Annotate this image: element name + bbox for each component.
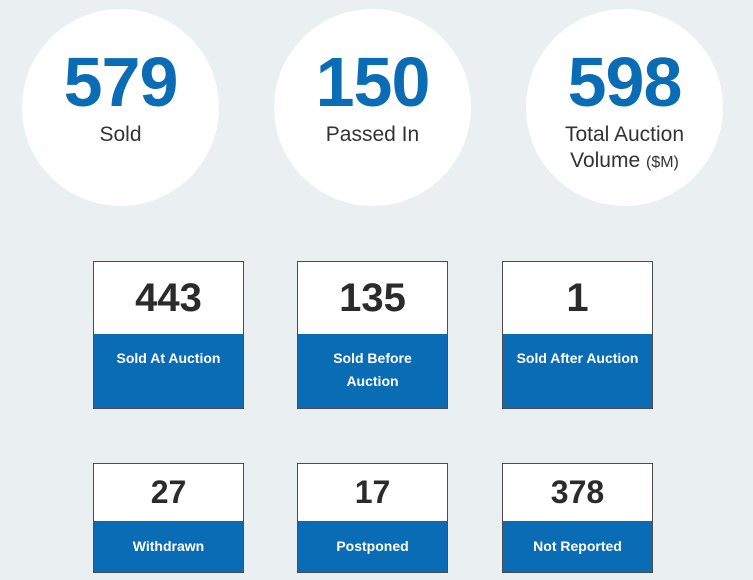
auction-volume-label-line1: Total Auction: [564, 123, 685, 146]
auction-volume-unit: ($M): [646, 154, 679, 171]
passed-in-count: 150: [315, 43, 431, 121]
auction-volume-summary-circle: 598 Total Auction Volume ($M): [526, 9, 723, 206]
sold-count: 579: [63, 43, 179, 121]
sold-before-auction-label: Sold Before Auction: [298, 334, 447, 408]
passed-in-summary-circle: 150 Passed In: [274, 9, 471, 206]
postponed-tile: 17 Postponed: [297, 463, 448, 573]
not-reported-tile: 378 Not Reported: [502, 463, 653, 573]
passed-in-label: Passed In: [325, 123, 420, 146]
withdrawn-count: 27: [94, 464, 243, 521]
not-reported-label: Not Reported: [533, 538, 622, 554]
sold-after-auction-tile: 1 Sold After Auction: [502, 261, 653, 409]
sold-before-auction-label-line2: Auction: [346, 373, 399, 389]
auction-volume-value: 598: [567, 43, 683, 121]
postponed-label: Postponed: [336, 538, 409, 554]
sold-before-auction-tile: 135 Sold Before Auction: [297, 261, 448, 409]
not-reported-count: 378: [503, 464, 652, 521]
sold-after-auction-count: 1: [503, 262, 652, 334]
sold-after-auction-label: Sold After Auction: [516, 350, 639, 366]
auction-volume-label: Total Auction Volume ($M): [526, 122, 723, 176]
withdrawn-tile: 27 Withdrawn: [93, 463, 244, 573]
sold-at-auction-label: Sold At Auction: [116, 350, 221, 366]
sold-label: Sold: [99, 123, 142, 146]
auction-volume-label-line2: Volume: [570, 149, 641, 172]
sold-at-auction-tile: 443 Sold At Auction: [93, 261, 244, 409]
sold-at-auction-count: 443: [94, 262, 243, 334]
sold-before-auction-label-line1: Sold Before: [333, 350, 412, 366]
withdrawn-label: Withdrawn: [132, 538, 205, 554]
sold-summary-circle: 579 Sold: [22, 9, 219, 206]
sold-before-auction-count: 135: [298, 262, 447, 334]
postponed-count: 17: [298, 464, 447, 521]
